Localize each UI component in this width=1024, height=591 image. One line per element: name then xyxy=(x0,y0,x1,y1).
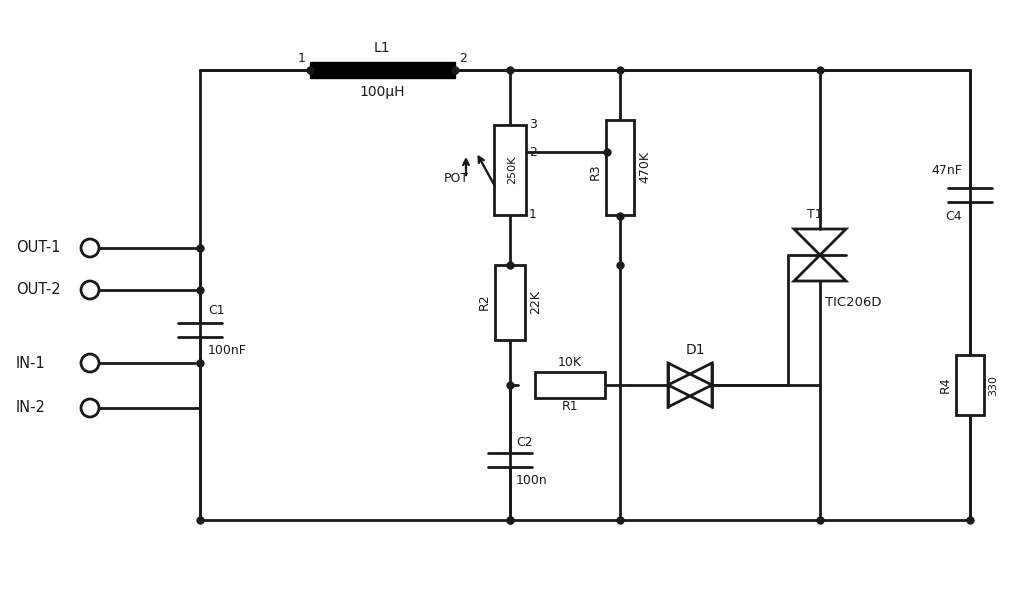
Bar xyxy=(310,62,455,78)
Text: OUT-1: OUT-1 xyxy=(16,241,60,255)
Text: 3: 3 xyxy=(529,119,537,132)
Text: R4: R4 xyxy=(939,376,952,394)
Text: 470K: 470K xyxy=(638,151,651,183)
Text: 1: 1 xyxy=(529,209,537,222)
Text: 100n: 100n xyxy=(516,473,548,486)
Text: POT: POT xyxy=(443,171,469,184)
Text: 330: 330 xyxy=(988,375,998,395)
Text: 47nF: 47nF xyxy=(931,164,962,177)
Bar xyxy=(494,125,526,215)
Text: TIC206D: TIC206D xyxy=(825,297,882,310)
Text: 100μH: 100μH xyxy=(359,85,404,99)
Text: D1: D1 xyxy=(685,343,705,357)
Text: R1: R1 xyxy=(562,401,579,414)
Text: OUT-2: OUT-2 xyxy=(16,282,60,297)
Text: C2: C2 xyxy=(516,436,532,449)
Text: 100nF: 100nF xyxy=(208,343,247,356)
Text: L1: L1 xyxy=(374,41,390,55)
Text: 2: 2 xyxy=(459,52,467,65)
Bar xyxy=(495,265,525,339)
Text: 10K: 10K xyxy=(558,356,582,369)
Text: T1: T1 xyxy=(807,207,823,220)
Text: C4: C4 xyxy=(945,210,962,223)
Text: 2: 2 xyxy=(529,145,537,158)
Bar xyxy=(956,355,984,415)
Text: IN-2: IN-2 xyxy=(16,401,46,415)
Bar xyxy=(606,119,634,215)
Bar xyxy=(535,372,605,398)
Text: R2: R2 xyxy=(478,294,490,310)
Text: 250K: 250K xyxy=(507,156,517,184)
Text: C1: C1 xyxy=(208,304,224,317)
Text: IN-1: IN-1 xyxy=(16,356,46,371)
Text: 1: 1 xyxy=(298,52,306,65)
Text: 22K: 22K xyxy=(529,290,542,314)
Text: R3: R3 xyxy=(589,164,602,180)
